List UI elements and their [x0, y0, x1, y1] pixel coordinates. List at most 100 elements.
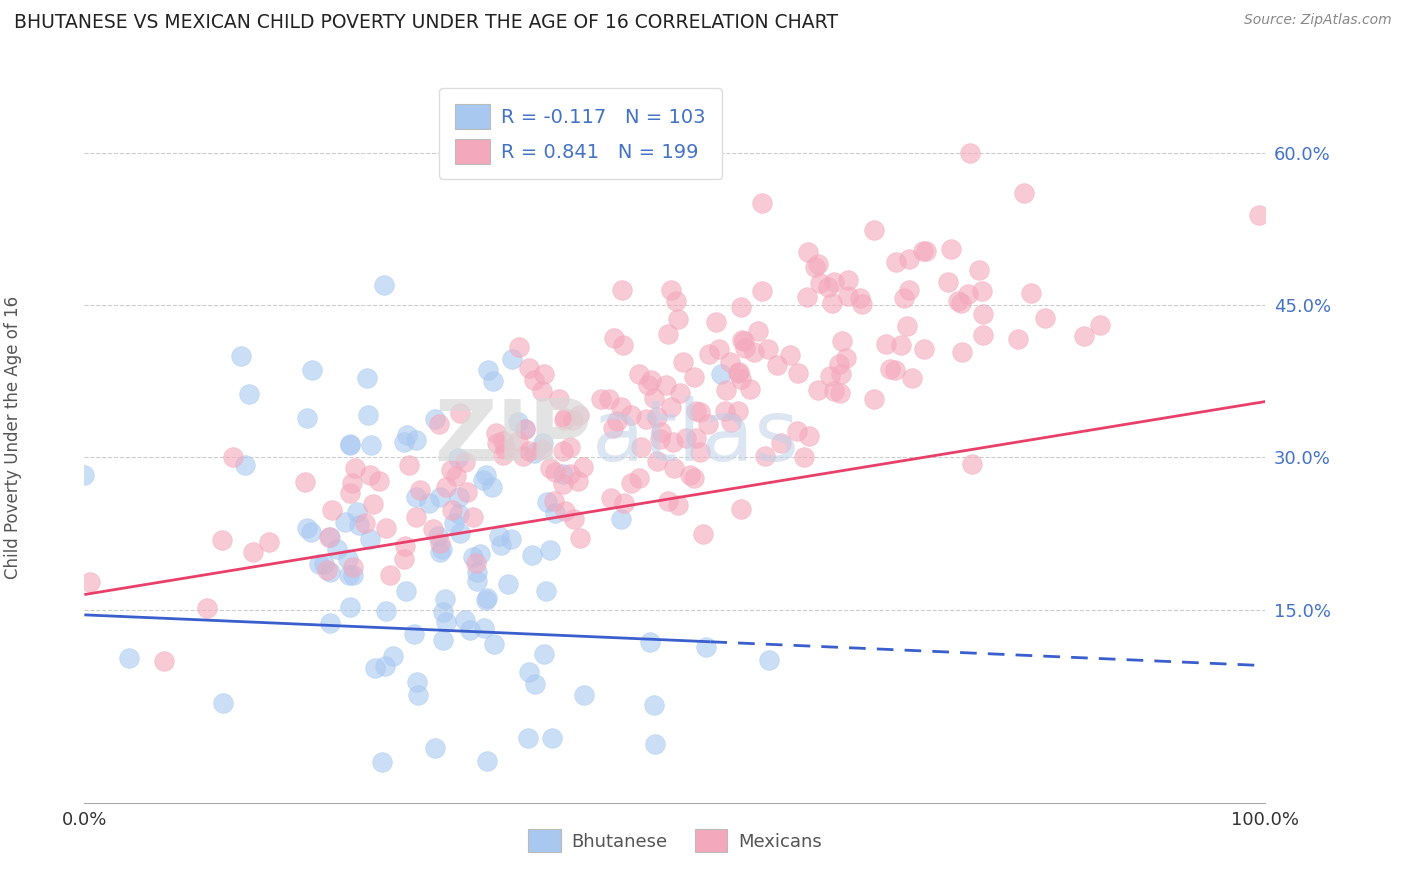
Point [434, 615, 457, 630]
Point [422, 522, 444, 536]
Point [890, 337, 912, 351]
Point [879, 362, 901, 376]
Point [443, 516, 465, 530]
Point [558, 467, 581, 481]
Point [538, 543, 561, 558]
Point [492, 448, 515, 462]
Point [475, 591, 498, 605]
Point [796, 290, 818, 304]
Point [449, 525, 471, 540]
Point [488, 529, 510, 543]
Point [321, 502, 343, 516]
Point [912, 342, 935, 356]
Point [553, 413, 575, 427]
Point [544, 507, 567, 521]
Point [394, 435, 416, 450]
Point [602, 421, 624, 435]
Point [970, 285, 993, 299]
Point [531, 436, 554, 450]
Point [482, 374, 505, 388]
Point [554, 504, 576, 518]
Point [685, 404, 707, 418]
Point [531, 442, 554, 457]
Point [731, 334, 754, 348]
Point [367, 474, 389, 488]
Point [359, 467, 381, 482]
Point [654, 378, 676, 392]
Point [572, 460, 595, 475]
Point [517, 444, 540, 458]
Point [536, 495, 558, 509]
Point [477, 754, 499, 768]
Y-axis label: Child Poverty Under the Age of 16: Child Poverty Under the Age of 16 [4, 295, 22, 579]
Point [817, 279, 839, 293]
Point [361, 497, 384, 511]
Point [456, 485, 478, 500]
Point [915, 244, 938, 258]
Point [336, 552, 359, 566]
Point [357, 409, 380, 423]
Point [714, 404, 737, 418]
Point [484, 637, 506, 651]
Point [804, 260, 827, 274]
Point [465, 574, 488, 588]
Point [325, 542, 347, 557]
Point [543, 493, 565, 508]
Point [613, 496, 636, 510]
Point [948, 293, 970, 308]
Point [447, 450, 470, 465]
Point [449, 406, 471, 420]
Point [409, 483, 432, 497]
Point [531, 384, 554, 398]
Point [231, 349, 253, 363]
Point [295, 521, 318, 535]
Point [959, 145, 981, 160]
Point [1033, 310, 1056, 325]
Point [1007, 332, 1029, 346]
Point [79, 575, 101, 590]
Point [153, 654, 176, 668]
Point [406, 674, 429, 689]
Point [645, 454, 668, 468]
Point [831, 334, 853, 349]
Point [523, 446, 546, 460]
Point [118, 650, 141, 665]
Point [695, 640, 717, 655]
Point [517, 731, 540, 745]
Point [733, 334, 755, 349]
Point [751, 196, 773, 211]
Point [501, 351, 523, 366]
Point [73, 467, 96, 482]
Point [242, 544, 264, 558]
Point [730, 372, 752, 386]
Point [475, 593, 498, 607]
Point [644, 737, 666, 751]
Point [758, 653, 780, 667]
Point [447, 490, 470, 504]
Point [808, 276, 831, 290]
Point [319, 565, 342, 579]
Point [418, 496, 440, 510]
Point [950, 345, 973, 359]
Point [875, 337, 897, 351]
Point [706, 316, 728, 330]
Text: BHUTANESE VS MEXICAN CHILD POVERTY UNDER THE AGE OF 16 CORRELATION CHART: BHUTANESE VS MEXICAN CHILD POVERTY UNDER… [14, 13, 838, 32]
Point [489, 537, 512, 551]
Point [628, 471, 651, 485]
Point [962, 457, 984, 471]
Point [432, 606, 454, 620]
Point [786, 425, 808, 439]
Point [534, 584, 557, 599]
Point [561, 412, 583, 426]
Point [896, 318, 918, 333]
Point [603, 331, 626, 345]
Point [364, 661, 387, 675]
Point [346, 505, 368, 519]
Point [558, 440, 581, 454]
Point [434, 480, 457, 494]
Point [897, 283, 920, 297]
Point [664, 461, 686, 475]
Point [554, 411, 576, 425]
Point [697, 347, 720, 361]
Point [541, 731, 564, 745]
